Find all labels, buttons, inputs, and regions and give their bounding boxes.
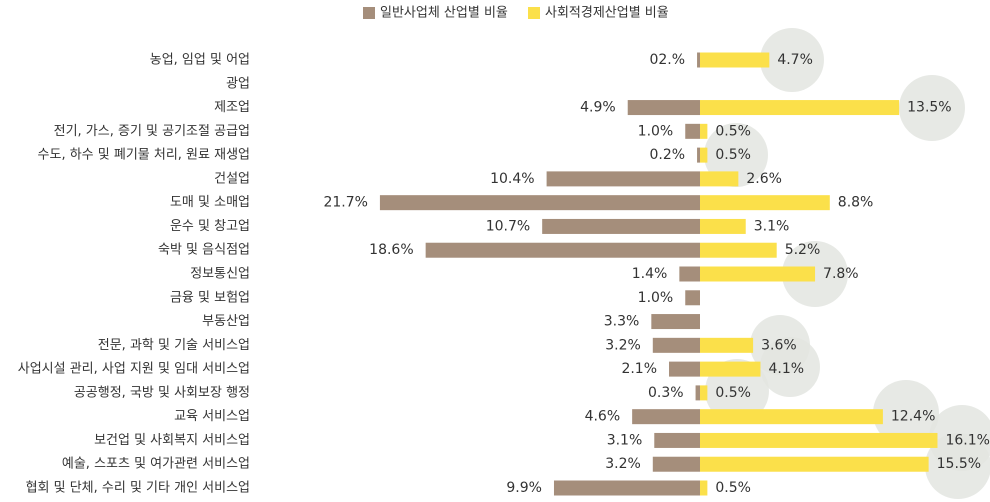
data-label: 3.1%	[754, 218, 790, 234]
category-label: 숙박 및 음식점업	[158, 243, 250, 258]
legend-label: 일반사업체 산업별 비율	[380, 6, 508, 21]
bar	[700, 100, 900, 116]
bar	[679, 266, 700, 282]
data-label: 02.%	[649, 52, 685, 68]
legend-label: 사회적경제산업별 비율	[545, 6, 669, 21]
bar	[700, 456, 929, 472]
bar	[632, 409, 700, 425]
data-label: 1.4%	[632, 266, 668, 282]
data-label: 16.1%	[945, 432, 989, 448]
data-label: 4.7%	[777, 52, 813, 68]
bar	[700, 409, 883, 425]
bar	[697, 52, 700, 68]
bar	[700, 361, 761, 377]
bar	[700, 123, 708, 139]
data-label: 3.1%	[607, 432, 643, 448]
category-label: 예술, 스포츠 및 여가관련 서비스업	[62, 457, 250, 472]
bar	[700, 432, 938, 448]
category-label: 수도, 하수 및 폐기물 처리, 원료 재생업	[38, 148, 250, 163]
legend-swatch	[528, 7, 540, 19]
data-label: 13.5%	[907, 100, 951, 116]
data-label: 0.3%	[648, 385, 684, 401]
bar	[700, 195, 830, 211]
bar	[654, 432, 700, 448]
bar	[651, 314, 700, 330]
data-label: 18.6%	[369, 242, 413, 258]
category-label: 보건업 및 사회복지 서비스업	[94, 433, 250, 448]
category-label: 협회 및 단체, 수리 및 기타 개인 서비스업	[26, 481, 250, 496]
halo	[899, 75, 965, 141]
category-label: 도매 및 소매업	[170, 195, 250, 210]
data-label: 2.1%	[621, 361, 657, 377]
halo	[925, 433, 990, 499]
data-label: 8.8%	[838, 195, 874, 211]
bar	[700, 266, 816, 282]
legend-swatch	[363, 7, 375, 19]
bar	[542, 218, 700, 234]
data-label: 0.2%	[649, 147, 685, 163]
bar	[425, 242, 700, 258]
bar	[553, 480, 700, 496]
halo	[873, 380, 939, 446]
data-label: 1.0%	[638, 290, 674, 306]
category-label: 농업, 임업 및 어업	[150, 53, 250, 68]
bar	[685, 123, 700, 139]
data-label: 0.5%	[715, 385, 751, 401]
bar	[669, 361, 700, 377]
bar	[700, 385, 708, 401]
bar	[652, 337, 700, 353]
bar	[627, 100, 700, 116]
data-label: 3.6%	[761, 337, 797, 353]
bar	[697, 147, 700, 163]
bar	[652, 456, 700, 472]
category-label: 전기, 가스, 증기 및 공기조절 공급업	[54, 124, 250, 139]
category-label: 금융 및 보험업	[170, 290, 250, 305]
bar	[700, 52, 770, 68]
data-label: 7.8%	[823, 266, 859, 282]
bar	[700, 147, 708, 163]
bar	[685, 290, 700, 306]
category-label: 건설업	[214, 171, 250, 186]
bar	[546, 171, 700, 187]
data-label: 4.6%	[585, 409, 621, 425]
category-label: 광업	[226, 76, 250, 91]
data-label: 3.3%	[604, 314, 640, 330]
data-label: 0.5%	[715, 147, 751, 163]
category-label: 공공행정, 국방 및 사회보장 행정	[74, 384, 250, 400]
data-label: 3.2%	[605, 456, 641, 472]
data-label: 0.5%	[715, 480, 751, 496]
bar	[379, 195, 700, 211]
bar	[700, 242, 777, 258]
category-label: 제조업	[214, 100, 250, 115]
category-label: 운수 및 창고업	[170, 219, 250, 234]
category-label: 부동산업	[202, 314, 250, 329]
halo	[704, 123, 768, 187]
category-label: 전문, 과학 및 기술 서비스업	[98, 338, 250, 353]
data-label: 9.9%	[506, 480, 542, 496]
data-label: 1.0%	[638, 123, 674, 139]
data-label: 10.7%	[486, 218, 530, 234]
halo	[760, 28, 824, 92]
data-label: 0.5%	[715, 123, 751, 139]
data-label: 4.9%	[580, 100, 616, 116]
category-label: 교육 서비스업	[174, 409, 250, 424]
data-label: 21.7%	[323, 195, 367, 211]
data-label: 4.1%	[768, 361, 804, 377]
data-label: 3.2%	[605, 337, 641, 353]
data-label: 12.4%	[891, 409, 935, 425]
halo	[760, 337, 820, 397]
bar	[700, 218, 746, 234]
data-label: 2.6%	[746, 171, 782, 187]
data-label: 15.5%	[937, 456, 981, 472]
category-label: 정보통신업	[190, 267, 250, 282]
bar	[695, 385, 700, 401]
bar	[700, 480, 708, 496]
bar	[700, 337, 754, 353]
bar	[700, 171, 739, 187]
data-label: 10.4%	[490, 171, 534, 187]
data-label: 5.2%	[785, 242, 821, 258]
category-label: 사업시설 관리, 사업 지원 및 임대 서비스업	[18, 362, 250, 377]
